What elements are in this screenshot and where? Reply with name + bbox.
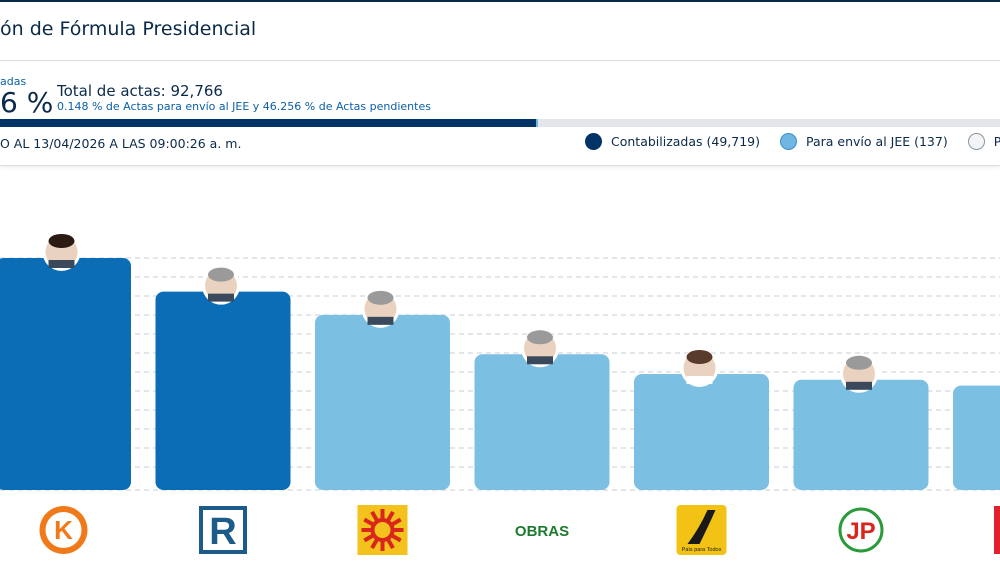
legend-label: Para envío al JEE (137) — [806, 134, 948, 149]
avatar-shirt — [208, 293, 234, 302]
road-shape — [687, 510, 716, 544]
bar — [474, 354, 610, 490]
percentage-label: adas — [0, 75, 27, 88]
bar — [634, 374, 769, 490]
bar — [155, 291, 291, 490]
progress-fill-jee — [536, 119, 538, 127]
percentage-value: 6 % — [0, 86, 54, 119]
bar — [953, 385, 1000, 490]
obras-text-icon: OBRAS — [515, 523, 569, 540]
jp-logo-text: JP — [846, 518, 875, 545]
avatar-hair — [367, 290, 394, 305]
light-dot-icon — [780, 133, 798, 150]
r-square-inner — [203, 510, 243, 550]
legend-label: Contabilizadas (49,719) — [611, 134, 761, 149]
empty-dot-icon — [967, 133, 985, 150]
avatar-hair — [846, 355, 872, 370]
page-title: ón de Fórmula Presidencial — [0, 18, 257, 40]
legend-item-contabilizadas: Contabilizadas (49,719) — [585, 133, 760, 150]
avatar-shirt — [686, 376, 713, 384]
progress-bar — [0, 119, 1000, 127]
jp-icon — [838, 507, 884, 553]
red-bar-icon — [994, 506, 1000, 554]
avatar-shirt — [48, 260, 75, 268]
bar — [315, 314, 450, 490]
legend-item-pendientes: Pe — [967, 133, 1000, 150]
avatar-shirt — [367, 316, 394, 325]
top-accent-line — [0, 0, 1000, 2]
avatar-hair — [208, 267, 234, 282]
summary-panel: adas 6 % Total de actas: 92,766 0.148 % … — [0, 62, 1000, 166]
avatar-hair — [48, 234, 75, 248]
sun-face-center — [374, 522, 391, 538]
k-logo-text: K — [54, 515, 73, 545]
bar — [0, 258, 131, 490]
legend: Contabilizadas (49,719) Para envío al JE… — [585, 133, 1000, 150]
road-logo-text: País para Todos — [682, 547, 722, 553]
actas-breakdown: 0.148 % de Actas para envío al JEE y 46.… — [57, 100, 431, 113]
update-timestamp: O AL 13/04/2026 A LAS 09:00:26 a. m. — [0, 136, 242, 151]
avatar-hair — [527, 330, 553, 345]
avatar-shirt — [527, 356, 553, 365]
avatar-hair — [686, 350, 713, 364]
dark-dot-icon — [585, 133, 602, 150]
legend-item-jee: Para envío al JEE (137) — [780, 133, 948, 150]
title-divider — [0, 60, 1000, 61]
k-circle-inner — [45, 512, 82, 548]
bar — [793, 379, 929, 490]
results-bar-chart: K R OBRAS País para Todos JP — [0, 233, 1000, 555]
avatar-shirt — [846, 381, 872, 390]
results-chart: K R OBRAS País para Todos JP — [0, 166, 1000, 561]
total-actas: Total de actas: 92,766 — [57, 82, 223, 100]
legend-label: Pe — [993, 134, 1000, 149]
progress-fill-contabilizadas — [0, 119, 536, 127]
r-logo-text: R — [209, 511, 236, 553]
